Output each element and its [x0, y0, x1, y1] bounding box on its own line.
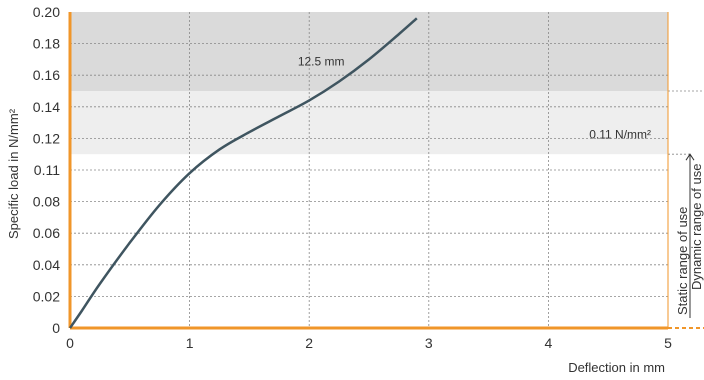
y-tick-label-6: 0.12 — [33, 130, 60, 146]
x-tick-label-0: 0 — [66, 335, 74, 351]
grid-lines — [70, 12, 704, 328]
x-tick-label-2: 2 — [305, 335, 313, 351]
axes — [68, 12, 704, 330]
static-range-arrowhead — [685, 153, 695, 161]
y-tick-label-1: 0.02 — [33, 288, 60, 304]
y-tick-label-8: 0.16 — [33, 67, 60, 83]
y-tick-label-7: 0.14 — [33, 99, 60, 115]
annotation-0: 12.5 mm — [298, 55, 345, 69]
series-line-0 — [68, 17, 418, 329]
x-tick-label-1: 1 — [186, 335, 194, 351]
annotation-1: 0.11 N/mm² — [589, 127, 651, 141]
y-tick-label-5: 0.11 — [34, 162, 60, 178]
x-axis-title: Deflection in mm — [568, 360, 665, 375]
y-tick-label-10: 0.20 — [33, 4, 60, 20]
y-tick-label-3: 0.06 — [33, 225, 60, 241]
dynamic-range-label: Dynamic range of use — [689, 164, 704, 290]
x-tick-label-4: 4 — [545, 335, 553, 351]
series-group — [68, 17, 418, 329]
shaded-band-0 — [70, 91, 668, 155]
y-tick-label-2: 0.04 — [33, 257, 60, 273]
static-range-label: Static range of use — [675, 207, 690, 315]
y-axis-title: Specific load in N/mm² — [6, 108, 21, 239]
y-tick-label-4: 0.08 — [33, 194, 60, 210]
shaded-band-1 — [70, 12, 668, 91]
annotations: 12.5 mm 0.11 N/mm² — [298, 55, 651, 142]
shaded-bands — [70, 12, 668, 155]
x-tick-label-3: 3 — [425, 335, 433, 351]
y-tick-label-9: 0.18 — [33, 36, 60, 52]
tick-labels: 0 0.02 0.04 0.06 0.08 0.11 0.12 0.14 0.16 0.18 0.2… — [33, 4, 672, 351]
y-tick-label-0: 0 — [52, 320, 60, 336]
x-tick-label-5: 5 — [664, 335, 672, 351]
